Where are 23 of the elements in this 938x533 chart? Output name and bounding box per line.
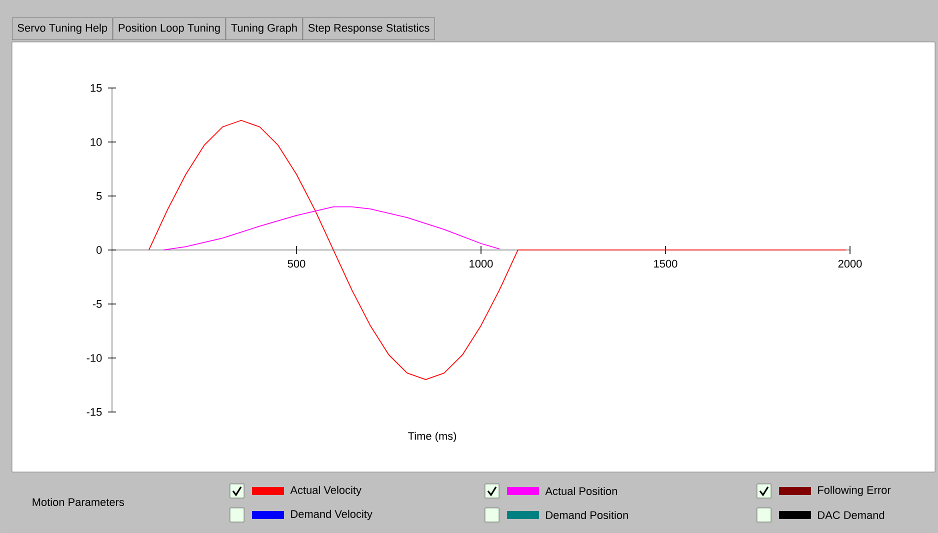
y-tick-label: 10 <box>90 138 102 146</box>
legend-label: DAC Demand <box>818 510 884 520</box>
x-tick-label: 1000 <box>470 260 493 268</box>
legend-label: Demand Velocity <box>291 510 372 520</box>
y-tick-label: -5 <box>92 300 102 308</box>
y-tick-label: -15 <box>86 408 102 416</box>
text: Step Response Statistics <box>308 24 430 34</box>
y-tick-label: -10 <box>86 354 102 362</box>
text: Servo Tuning Help <box>18 24 108 34</box>
legend-label: Actual Velocity <box>290 486 362 496</box>
y-tick-label: 0 <box>96 246 102 254</box>
x-tick-label: 1500 <box>654 260 678 268</box>
text: Position Loop Tuning <box>118 24 220 34</box>
x-axis-title: Time (ms) <box>408 432 456 442</box>
legend-label: Actual Position <box>545 486 617 496</box>
legend-label: Following Error <box>818 486 891 496</box>
legend-title: Motion Parameters <box>32 498 124 506</box>
y-tick-label: 15 <box>90 84 102 92</box>
y-tick-label: 5 <box>96 192 102 200</box>
x-tick-label: 500 <box>288 260 306 268</box>
text: Tuning Graph <box>231 24 297 34</box>
x-tick-label: 2000 <box>838 260 862 268</box>
legend-label: Demand Position <box>546 510 628 520</box>
